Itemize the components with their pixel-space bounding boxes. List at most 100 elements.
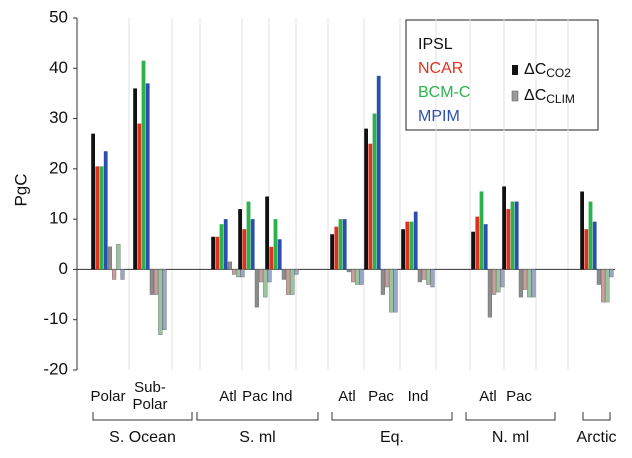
bar xyxy=(242,229,247,270)
bar xyxy=(380,269,385,295)
y-tick-label: -10 xyxy=(43,309,68,328)
bar xyxy=(502,186,506,270)
legend-swatch xyxy=(511,90,519,102)
bar xyxy=(500,269,505,288)
bar xyxy=(286,269,291,295)
bar xyxy=(273,219,278,270)
x-tick-label: Ind xyxy=(408,388,429,405)
bar xyxy=(141,60,146,270)
legend-swatch xyxy=(512,65,518,75)
group-label: N. ml xyxy=(492,429,529,446)
bar xyxy=(372,113,377,270)
bar xyxy=(211,236,215,270)
bar xyxy=(267,269,272,283)
legend-label: ΔCCLIM xyxy=(524,87,575,106)
bar xyxy=(120,269,125,280)
bar xyxy=(281,269,286,280)
x-tick-label: Ind xyxy=(272,388,293,405)
bar xyxy=(95,166,100,270)
bar xyxy=(111,269,117,280)
bar xyxy=(330,234,334,270)
x-tick-label: Polar xyxy=(90,388,125,405)
bar xyxy=(91,133,95,270)
bar xyxy=(219,224,224,270)
group-label: S. Ocean xyxy=(109,429,176,446)
bar xyxy=(334,226,339,270)
y-tick-label: -20 xyxy=(43,359,68,378)
bar xyxy=(609,269,614,278)
bar xyxy=(596,269,601,285)
legend-label-sub: CLIM xyxy=(546,92,575,106)
x-tick-label: Pac xyxy=(242,388,268,405)
x-tick-label: Pac xyxy=(368,388,394,405)
bar xyxy=(277,239,282,270)
bar xyxy=(601,269,606,303)
bar xyxy=(240,269,245,278)
bar xyxy=(376,75,381,270)
bar xyxy=(368,143,373,270)
bar xyxy=(294,269,299,275)
bar xyxy=(393,269,398,313)
bar xyxy=(523,269,528,290)
bar xyxy=(385,269,390,288)
group-bracket xyxy=(331,412,453,421)
bar xyxy=(137,123,142,270)
legend-label: NCAR xyxy=(418,60,463,77)
bar xyxy=(580,191,584,270)
bar xyxy=(153,269,159,295)
bar xyxy=(518,269,523,298)
bar xyxy=(426,269,431,285)
bar xyxy=(265,196,269,270)
bar xyxy=(422,269,427,280)
legend-label: ΔCCO2 xyxy=(524,61,571,80)
legend-label: MPIM xyxy=(418,108,460,125)
bar xyxy=(588,201,593,270)
x-tick-label: Atl xyxy=(479,388,497,405)
x-tick-label: Pac xyxy=(506,388,532,405)
bar xyxy=(364,128,368,270)
bar xyxy=(149,269,154,295)
y-tick-label: 20 xyxy=(49,158,68,177)
y-axis-label: PgC xyxy=(11,173,30,206)
bar xyxy=(355,269,360,285)
bar xyxy=(527,269,532,298)
bar xyxy=(413,211,418,270)
bar xyxy=(351,269,356,283)
bar xyxy=(162,269,167,330)
bar xyxy=(405,221,410,270)
bar xyxy=(346,269,351,273)
bar xyxy=(259,269,264,283)
bar xyxy=(510,201,515,270)
bar xyxy=(592,221,597,270)
y-tick-label: 30 xyxy=(49,108,68,127)
bar xyxy=(359,269,364,285)
bar xyxy=(487,269,492,318)
bar xyxy=(133,88,137,270)
bar xyxy=(584,229,589,270)
group-bracket xyxy=(582,412,611,421)
legend-label-main: ΔC xyxy=(524,61,546,78)
legend-label: BCM-C xyxy=(418,84,470,101)
group-label: Arctic xyxy=(577,429,617,446)
bar xyxy=(231,269,237,275)
bar xyxy=(401,229,405,270)
legend-box xyxy=(405,19,599,131)
bar xyxy=(417,269,422,283)
bar xyxy=(236,269,241,278)
bar xyxy=(342,219,347,270)
bar xyxy=(471,231,475,270)
legend-label-sub: CO2 xyxy=(546,66,571,80)
y-tick-label: 0 xyxy=(59,259,68,278)
y-tick-label: 50 xyxy=(49,7,68,26)
y-tick-label: 40 xyxy=(49,58,68,77)
bar xyxy=(263,269,268,298)
bar xyxy=(223,219,228,270)
bar xyxy=(238,209,242,270)
bar xyxy=(531,269,536,298)
bar xyxy=(409,221,414,270)
bar xyxy=(145,83,150,270)
legend-label-main: ΔC xyxy=(524,87,546,104)
bar xyxy=(227,261,232,270)
bar xyxy=(514,201,519,270)
